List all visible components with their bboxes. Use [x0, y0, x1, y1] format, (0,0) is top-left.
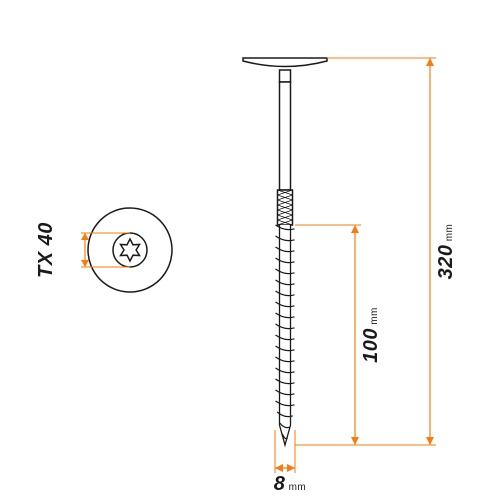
- thread-length-label: 100 mm: [360, 307, 382, 363]
- svg-text:100 mm: 100 mm: [360, 307, 382, 363]
- screw-dimension-diagram: TX 40 320 mm 100 mm 8 mm: [0, 0, 500, 500]
- total-length-label: 320 mm: [435, 224, 457, 280]
- diameter-label: 8 mm: [274, 473, 307, 495]
- dimension-thread-length: [295, 225, 361, 445]
- drive-label: TX 40: [35, 222, 57, 278]
- svg-text:320 mm: 320 mm: [435, 224, 457, 280]
- svg-text:TX 40: TX 40: [35, 222, 57, 278]
- screw-head-top-view: [88, 208, 172, 292]
- svg-text:8 mm: 8 mm: [274, 473, 307, 495]
- dimension-total-length: [327, 58, 436, 445]
- screw-side-view: [243, 58, 327, 445]
